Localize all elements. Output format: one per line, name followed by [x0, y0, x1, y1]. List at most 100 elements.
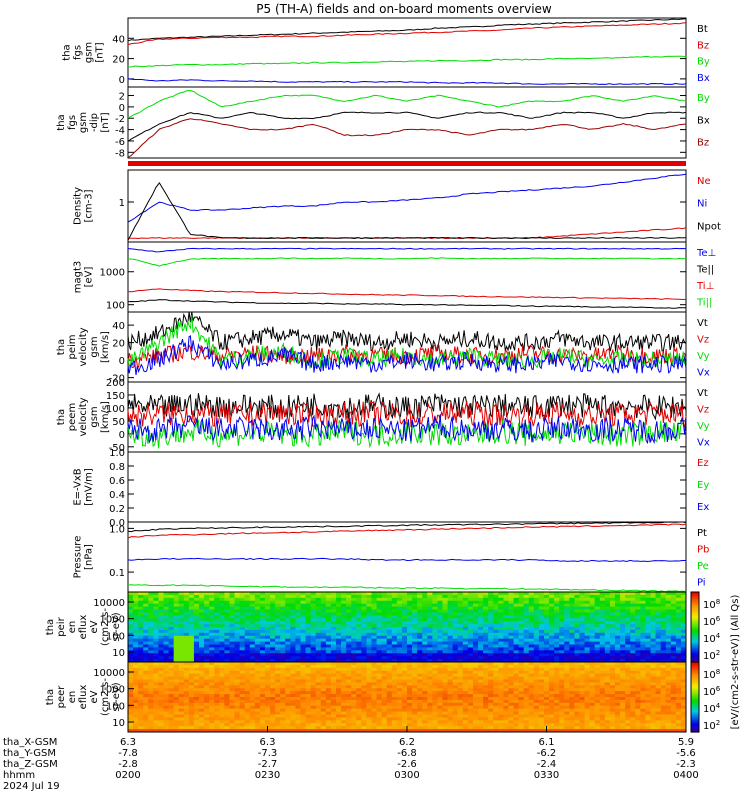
- spectrogram-cell: [199, 670, 205, 675]
- spectrogram-cell: [219, 647, 225, 651]
- spectrogram-cell: [133, 606, 139, 610]
- spectrogram-cell: [655, 670, 662, 675]
- spectrogram-cell: [290, 711, 296, 715]
- spectrogram-cell: [290, 691, 296, 695]
- spectrogram-cell: [199, 603, 205, 608]
- spectrogram-cell: [330, 676, 337, 680]
- spectrogram-cell: [589, 641, 596, 645]
- spectrogram-cell: [386, 711, 393, 715]
- spectrogram-cell: [467, 632, 474, 637]
- spectrogram-cell: [396, 673, 403, 678]
- spectrogram-cell: [356, 632, 362, 637]
- spectrogram-cell: [163, 682, 170, 686]
- spectrogram-cell: [503, 635, 509, 640]
- spectrogram-cell: [386, 685, 393, 689]
- spectrogram-cell: [518, 662, 525, 666]
- spectrogram-cell: [665, 635, 672, 640]
- spectrogram-cell: [188, 632, 195, 637]
- spectrogram-cell: [599, 705, 606, 710]
- spectrogram-cell: [153, 621, 159, 625]
- spectrogram-cell: [183, 667, 190, 672]
- ylabel-line: [km/s]: [100, 331, 111, 363]
- spectrogram-cell: [609, 714, 616, 718]
- spectrogram-cell: [173, 638, 180, 643]
- spectrogram-cell: [275, 688, 281, 692]
- spectrogram-cell: [422, 592, 428, 596]
- spectrogram-cell: [422, 656, 428, 660]
- spectrogram-cell: [401, 711, 408, 715]
- spectrogram-cell: [351, 667, 357, 672]
- spectrogram-cell: [138, 609, 144, 613]
- spectrogram-cell: [396, 662, 403, 666]
- spectrogram-cell: [554, 600, 560, 605]
- spectrogram-cell: [559, 592, 565, 596]
- spectrogram-cell: [493, 702, 499, 707]
- spectrogram-cell: [376, 662, 383, 666]
- spectrogram-cell: [518, 711, 525, 715]
- spectrogram-cell: [396, 615, 403, 619]
- spectrogram-cell: [381, 644, 388, 648]
- spectrogram-cell: [259, 705, 266, 710]
- spectrogram-cell: [549, 629, 555, 634]
- spectrogram-cell: [199, 711, 205, 715]
- spectrogram-cell: [401, 694, 408, 698]
- spectrogram-cell: [508, 714, 515, 718]
- spectrogram-cell: [280, 653, 286, 657]
- spectrogram-cell: [219, 592, 225, 596]
- spectrogram-cell: [178, 592, 185, 596]
- spectrogram-cell: [478, 632, 484, 637]
- spectrogram-cell: [609, 662, 616, 666]
- spectrogram-cell: [579, 606, 586, 610]
- spectrogram-cell: [199, 609, 205, 613]
- spectrogram-cell: [366, 606, 372, 610]
- spectrogram-cell: [290, 618, 296, 622]
- spectrogram-cell: [472, 697, 479, 701]
- spectrogram-cell: [589, 667, 596, 672]
- spectrogram: [128, 592, 687, 663]
- spectrogram-cell: [645, 694, 651, 698]
- spectrogram-cell: [183, 664, 190, 669]
- spectrogram-cell: [183, 635, 190, 640]
- spectrogram-cell: [488, 691, 494, 695]
- spectrogram-cell: [335, 594, 342, 599]
- spectrogram-cell: [264, 644, 271, 648]
- spectrogram-cell: [599, 641, 606, 645]
- spectrogram-cell: [173, 673, 180, 678]
- spectrogram-cell: [346, 708, 352, 713]
- spectrogram-cell: [650, 612, 657, 616]
- spectrogram-cell: [341, 708, 347, 713]
- ytick-label: 100: [106, 631, 125, 642]
- spectrogram-cell: [432, 682, 438, 686]
- spectrogram-cell: [620, 606, 626, 610]
- spectrogram-cell: [472, 676, 479, 680]
- spectrogram-cell: [346, 702, 352, 707]
- spectrogram-cell: [224, 592, 230, 596]
- ytick-label: -4: [115, 126, 125, 137]
- spectrogram-cell: [219, 694, 225, 698]
- spectrogram-cell: [305, 594, 312, 599]
- spectrogram-cell: [645, 705, 651, 710]
- spectrogram-cell: [376, 644, 383, 648]
- spectrogram-cell: [467, 594, 474, 599]
- spectrogram-cell: [518, 635, 525, 640]
- spectrogram-cell: [635, 624, 641, 628]
- spectrogram-cell: [660, 641, 667, 645]
- spectrogram-cell: [478, 606, 484, 610]
- spectrogram-cell: [401, 656, 408, 660]
- spectrogram-cell: [574, 638, 580, 643]
- spectrogram-cell: [432, 697, 438, 701]
- spectrogram-cell: [579, 627, 586, 631]
- spectrogram-cell: [244, 600, 251, 605]
- series-By: [127, 90, 687, 119]
- spectrogram-cell: [209, 629, 215, 634]
- spectrogram-cell: [264, 615, 271, 619]
- spectrogram-cell: [381, 606, 388, 610]
- spectrogram-cell: [574, 662, 580, 666]
- spectrogram-cell: [523, 670, 530, 675]
- series-Vx: [127, 414, 687, 445]
- spectrogram-cell: [437, 615, 444, 619]
- spectrogram-cell: [361, 638, 367, 643]
- spectrogram-cell: [270, 670, 276, 675]
- spectrogram-cell: [366, 641, 372, 645]
- spectrogram-cell: [620, 647, 626, 651]
